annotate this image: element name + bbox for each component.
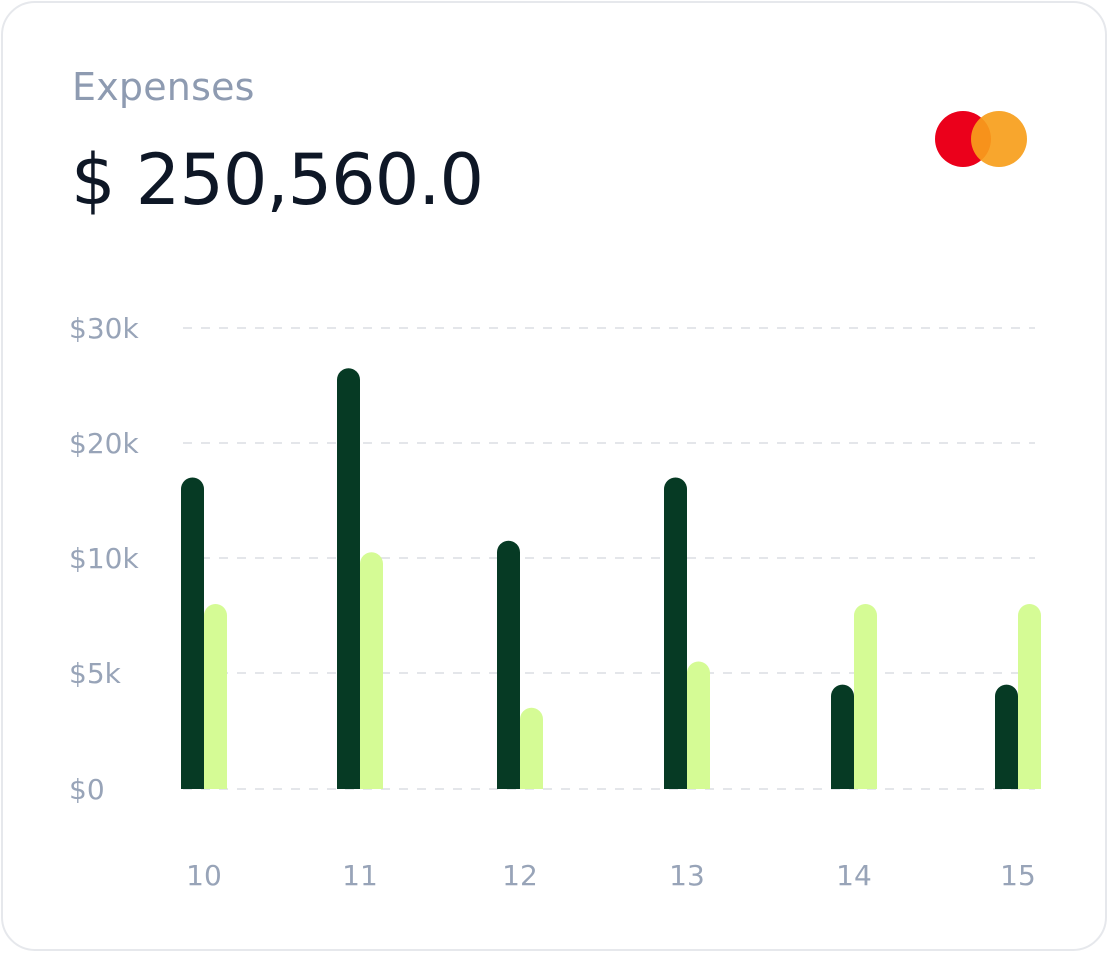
expenses-amount: $ 250,560.0 bbox=[71, 139, 484, 221]
x-tick-label: 10 bbox=[186, 859, 222, 892]
y-tick-label: $0 bbox=[69, 773, 105, 806]
y-tick-label: $10k bbox=[69, 542, 139, 575]
y-tick-label: $5k bbox=[69, 657, 122, 690]
x-tick-label: 12 bbox=[502, 859, 538, 892]
y-tick-label: $30k bbox=[69, 312, 139, 345]
bar-series-a bbox=[337, 368, 360, 789]
x-tick-label: 14 bbox=[836, 859, 872, 892]
bar-series-b bbox=[687, 661, 710, 789]
mastercard-logo-icon bbox=[935, 111, 1027, 167]
bar-series-a bbox=[497, 540, 520, 789]
card-title: Expenses bbox=[72, 65, 255, 109]
bar-series-b bbox=[520, 707, 543, 789]
bar-series-b bbox=[204, 604, 227, 789]
x-tick-label: 15 bbox=[1000, 859, 1036, 892]
logo-orange-circle bbox=[971, 111, 1027, 167]
bar-series-a bbox=[995, 684, 1018, 789]
bar-series-b bbox=[854, 604, 877, 789]
x-tick-label: 11 bbox=[342, 859, 378, 892]
y-tick-label: $20k bbox=[69, 427, 139, 460]
x-tick-label: 13 bbox=[669, 859, 705, 892]
bar-series-a bbox=[181, 477, 204, 789]
bar-series-b bbox=[360, 552, 383, 789]
bar-series-a bbox=[664, 477, 687, 789]
bar-series-b bbox=[1018, 604, 1041, 789]
bar-series-a bbox=[831, 684, 854, 789]
